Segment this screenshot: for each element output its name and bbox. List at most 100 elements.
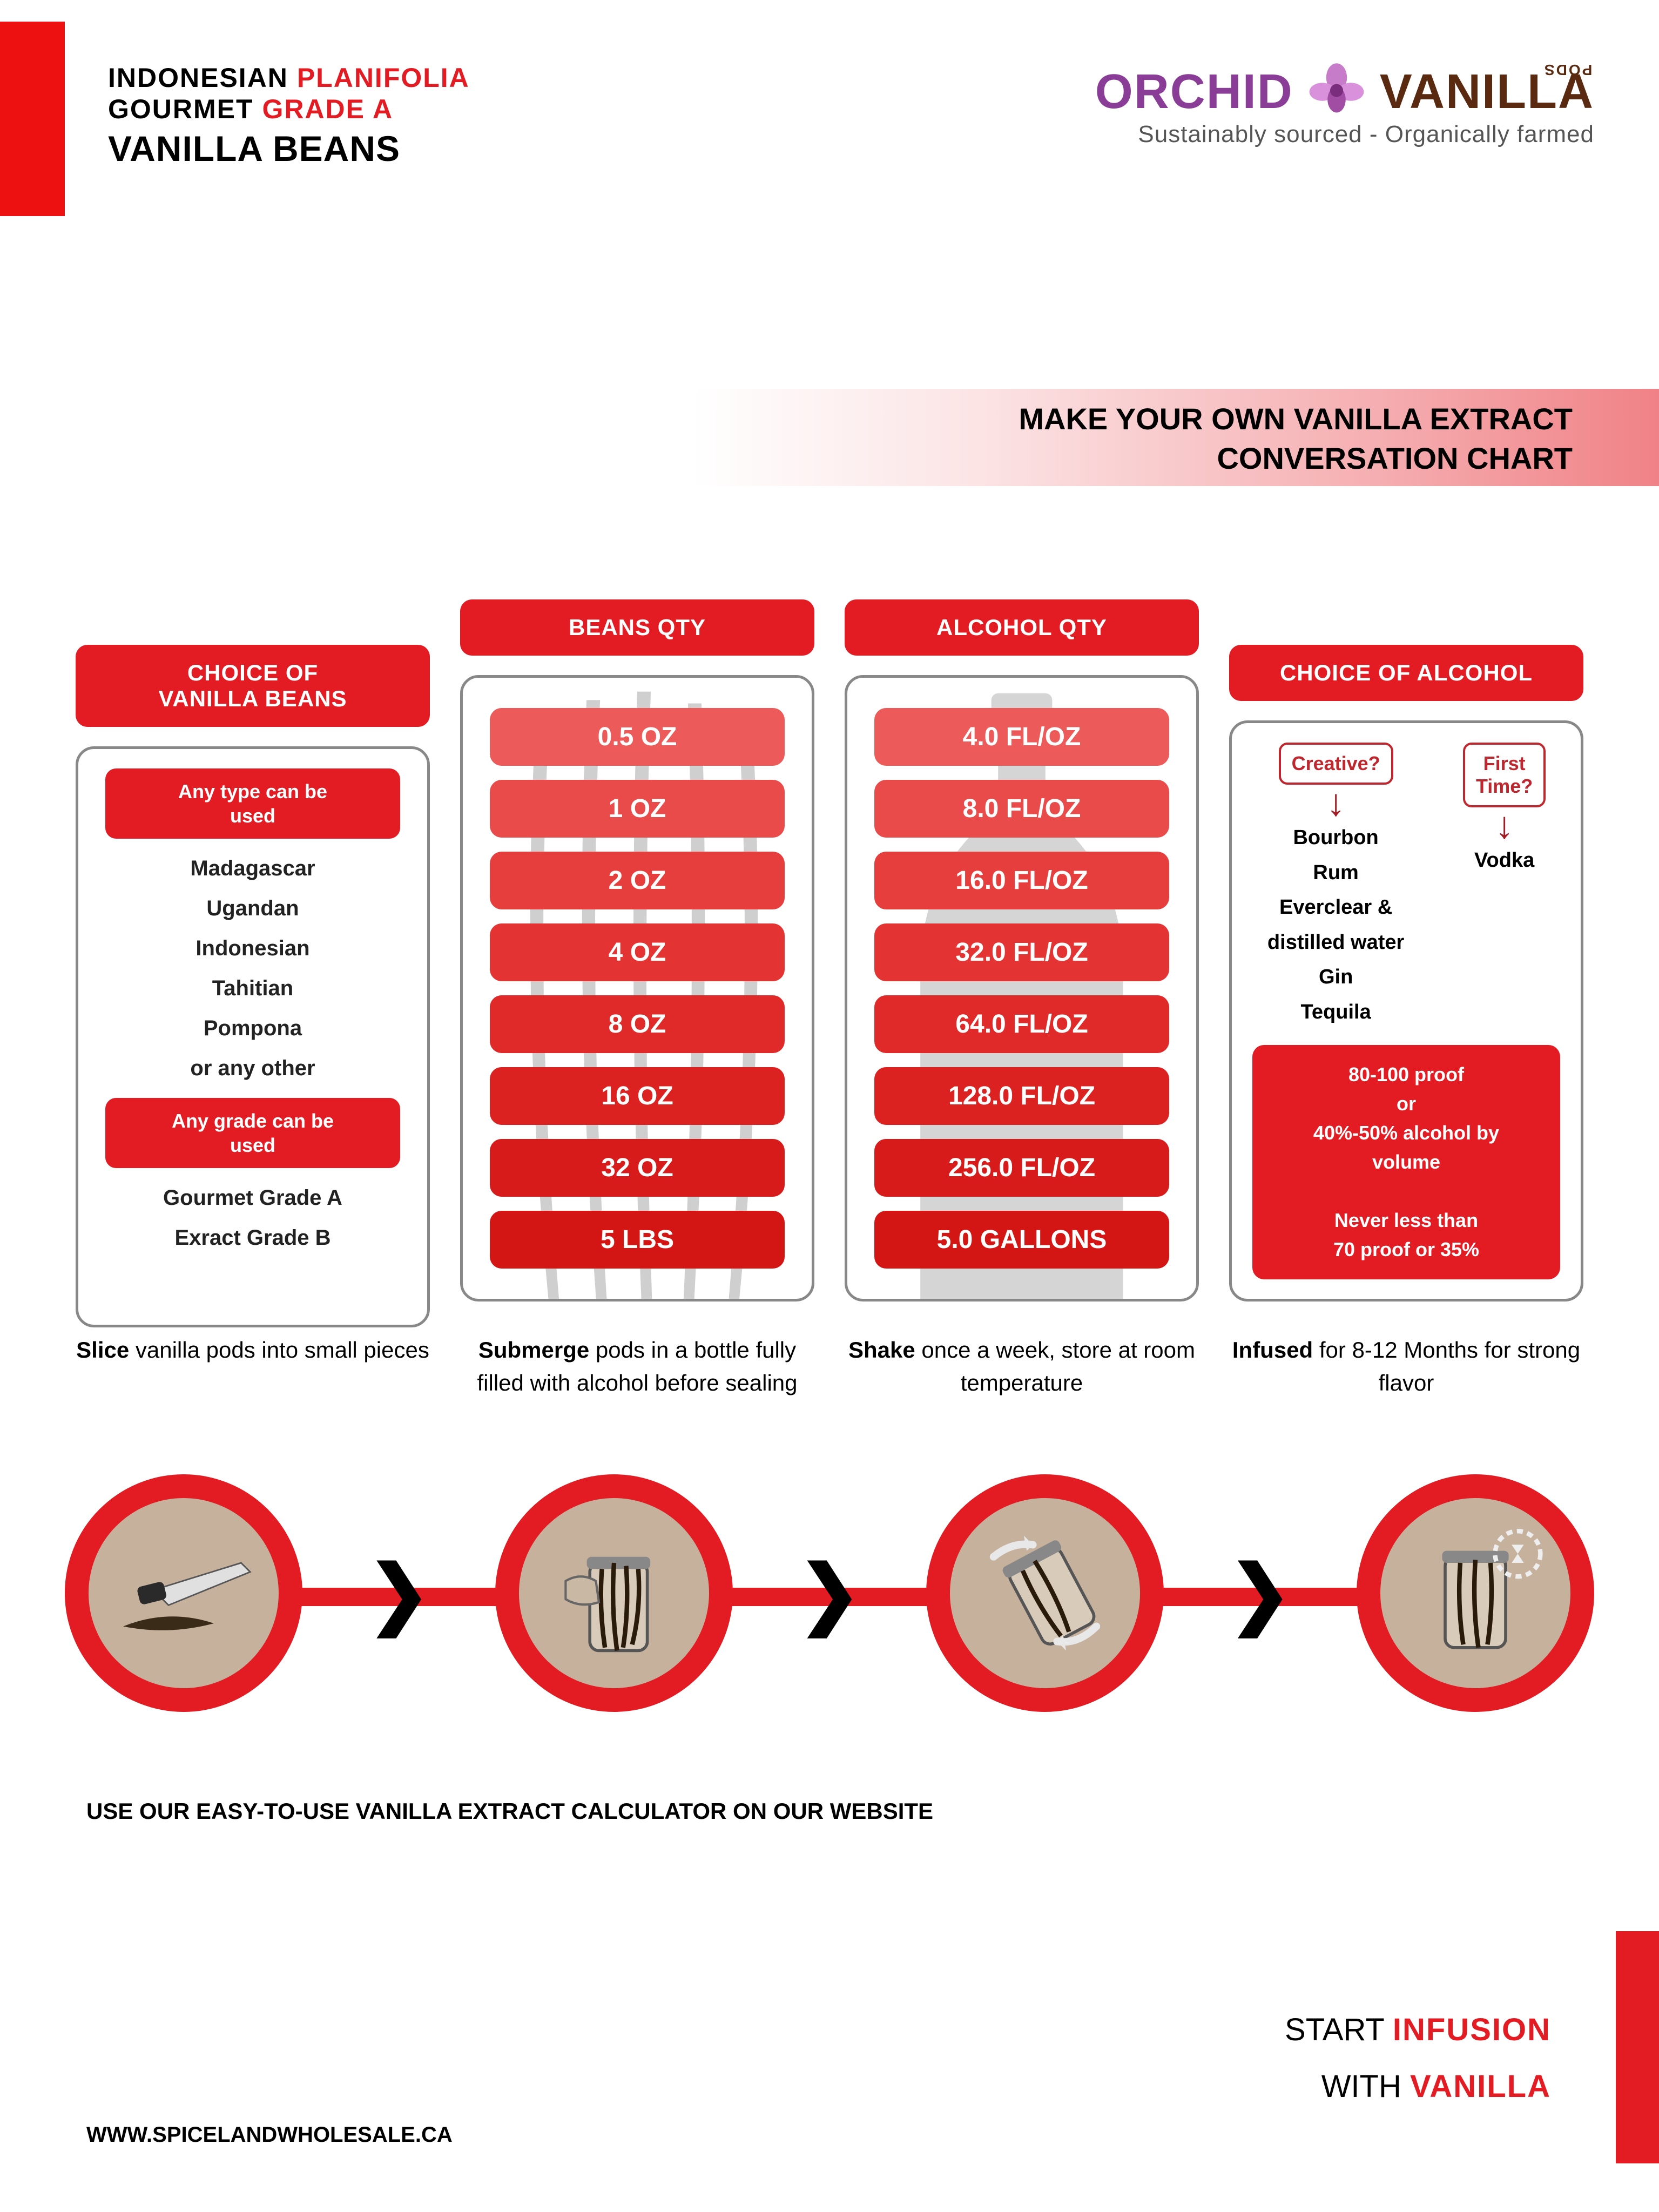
chart-title-bar: MAKE YOUR OWN VANILLA EXTRACT CONVERSATI… — [0, 389, 1659, 486]
arrow-down-icon: ↓ — [1326, 791, 1345, 814]
knife-pod-icon — [108, 1518, 259, 1669]
alc-pill-5: 128.0 FL/OZ — [874, 1067, 1169, 1125]
instr-2: Submerge pods in a bottle fully filled w… — [460, 1334, 814, 1400]
type-other: or any other — [190, 1048, 315, 1088]
step-shake — [926, 1474, 1164, 1712]
type-pompona: Pompona — [190, 1008, 315, 1048]
instr-3t: once a week, store at room temperature — [915, 1337, 1195, 1395]
step-infuse — [1357, 1474, 1594, 1712]
website-url: WWW.SPICELANDWHOLESALE.CA — [86, 2123, 453, 2147]
conversion-columns: CHOICE OF VANILLA BEANS Any type can be … — [76, 599, 1583, 1327]
orchid-flower-icon — [1304, 59, 1369, 124]
col-choice-beans: CHOICE OF VANILLA BEANS Any type can be … — [76, 599, 430, 1327]
chart-title: MAKE YOUR OWN VANILLA EXTRACT CONVERSATI… — [1019, 400, 1573, 478]
slogan-1b: INFUSION — [1393, 2012, 1551, 2047]
step-arrow-3: ❯ — [1229, 1549, 1292, 1637]
type-tahitian: Tahitian — [190, 968, 315, 1008]
slogan-2a: WITH — [1321, 2069, 1410, 2104]
creative-label: Creative? — [1279, 743, 1393, 785]
col-beans-qty: BEANS QTY 0.5 OZ 1 OZ 2 OZ 4 OZ 8 OZ 16 … — [460, 599, 814, 1327]
title-line1b: PLANIFOLIA — [297, 63, 470, 93]
alc-tequila: Tequila — [1267, 995, 1404, 1030]
col3-header: ALCOHOL QTY — [845, 599, 1199, 656]
beans-qty-pills: 0.5 OZ 1 OZ 2 OZ 4 OZ 8 OZ 16 OZ 32 OZ 5… — [477, 697, 798, 1269]
instr-1: Slice vanilla pods into small pieces — [76, 1334, 430, 1400]
instr-1t: vanilla pods into small pieces — [129, 1337, 429, 1363]
title-line2b: GRADE A — [262, 94, 393, 124]
step-circles: ❯ ❯ ❯ — [65, 1474, 1594, 1712]
instr-2b: Submerge — [478, 1337, 589, 1363]
beans-pill-3: 4 OZ — [490, 923, 785, 981]
alc-pill-2: 16.0 FL/OZ — [874, 852, 1169, 909]
slogan-1a: START — [1285, 2012, 1393, 2047]
logo-tagline: Sustainably sourced - Organically farmed — [1095, 121, 1594, 148]
firsttime-alc: Vodka — [1474, 843, 1534, 878]
title-line2a: GOURMET — [108, 94, 262, 124]
alc-pill-0: 4.0 FL/OZ — [874, 708, 1169, 766]
col2-box: 0.5 OZ 1 OZ 2 OZ 4 OZ 8 OZ 16 OZ 32 OZ 5… — [460, 675, 814, 1301]
product-title: INDONESIAN PLANIFOLIA GOURMET GRADE A VA… — [108, 62, 470, 169]
chart-title-l1: MAKE YOUR OWN VANILLA EXTRACT — [1019, 400, 1573, 439]
jar-shake-icon — [969, 1518, 1121, 1669]
beans-pill-2: 2 OZ — [490, 852, 785, 909]
step-submerge — [495, 1474, 733, 1712]
col4-box: Creative? ↓ Bourbon Rum Everclear & dist… — [1229, 720, 1583, 1301]
alc-everclear: Everclear & distilled water — [1267, 890, 1404, 960]
col2-header: BEANS QTY — [460, 599, 814, 656]
alc-pill-6: 256.0 FL/OZ — [874, 1139, 1169, 1197]
alc-pill-7: 5.0 GALLONS — [874, 1211, 1169, 1269]
jar-time-icon — [1400, 1518, 1551, 1669]
arrow-down-icon-2: ↓ — [1495, 814, 1514, 837]
calculator-note: USE OUR EASY-TO-USE VANILLA EXTRACT CALC… — [86, 1798, 933, 1824]
proof-requirements: 80-100 proof or 40%-50% alcohol by volum… — [1252, 1045, 1560, 1279]
beans-pill-6: 32 OZ — [490, 1139, 785, 1197]
chart-title-l2: CONVERSATION CHART — [1019, 439, 1573, 478]
instr-4t: for 8-12 Months for strong flavor — [1313, 1337, 1580, 1395]
col1-types: Madagascar Ugandan Indonesian Tahitian P… — [190, 848, 315, 1088]
instr-3b: Shake — [848, 1337, 915, 1363]
title-line3: VANILLA BEANS — [108, 128, 470, 169]
beans-pill-0: 0.5 OZ — [490, 708, 785, 766]
col3-box: 4.0 FL/OZ 8.0 FL/OZ 16.0 FL/OZ 32.0 FL/O… — [845, 675, 1199, 1301]
col1-header: CHOICE OF VANILLA BEANS — [76, 645, 430, 727]
accent-block-top — [0, 22, 65, 216]
logo-orchid-text: ORCHID — [1095, 64, 1293, 120]
firsttime-label: First Time? — [1463, 743, 1546, 807]
type-indonesian: Indonesian — [190, 928, 315, 968]
type-ugandan: Ugandan — [190, 888, 315, 928]
grade-b: Exract Grade B — [163, 1218, 342, 1258]
alc-rum: Rum — [1267, 855, 1404, 891]
beans-pill-4: 8 OZ — [490, 995, 785, 1053]
alc-pill-4: 64.0 FL/OZ — [874, 995, 1169, 1053]
col1-sub1: Any type can be used — [105, 768, 400, 839]
instr-1b: Slice — [76, 1337, 129, 1363]
creative-alc-list: Bourbon Rum Everclear & distilled water … — [1267, 820, 1404, 1030]
type-madagascar: Madagascar — [190, 848, 315, 888]
beans-pill-7: 5 LBS — [490, 1211, 785, 1269]
footer-slogan: START INFUSION WITH VANILLA — [1285, 2002, 1551, 2115]
title-line1a: INDONESIAN — [108, 63, 297, 93]
alc-pill-1: 8.0 FL/OZ — [874, 780, 1169, 838]
instruction-row: Slice vanilla pods into small pieces Sub… — [76, 1334, 1583, 1400]
alc-pill-3: 32.0 FL/OZ — [874, 923, 1169, 981]
step-arrow-1: ❯ — [367, 1549, 430, 1637]
alc-gin: Gin — [1267, 960, 1404, 995]
slogan-2b: VANILLA — [1410, 2069, 1551, 2104]
alcohol-choice-row: Creative? ↓ Bourbon Rum Everclear & dist… — [1246, 743, 1567, 1030]
beans-pill-5: 16 OZ — [490, 1067, 785, 1125]
alcohol-qty-pills: 4.0 FL/OZ 8.0 FL/OZ 16.0 FL/OZ 32.0 FL/O… — [861, 697, 1182, 1269]
grade-a: Gourmet Grade A — [163, 1178, 342, 1218]
logo-pods-text: PODS — [1543, 61, 1592, 78]
instr-3: Shake once a week, store at room tempera… — [845, 1334, 1199, 1400]
beans-pill-1: 1 OZ — [490, 780, 785, 838]
col-choice-alcohol: CHOICE OF ALCOHOL Creative? ↓ Bourbon Ru… — [1229, 599, 1583, 1327]
step-arrow-2: ❯ — [798, 1549, 861, 1637]
col1-sub2: Any grade can be used — [105, 1098, 400, 1168]
brand-logo: ORCHID VANILLA PODS Sustainably sourced … — [1095, 59, 1594, 148]
col1-grades: Gourmet Grade A Exract Grade B — [163, 1178, 342, 1258]
col4-header: CHOICE OF ALCOHOL — [1229, 645, 1583, 701]
instr-4b: Infused — [1232, 1337, 1313, 1363]
col1-box: Any type can be used Madagascar Ugandan … — [76, 746, 430, 1327]
accent-block-bottom — [1616, 1931, 1659, 2163]
logo-vanilla-text: VANILLA PODS — [1380, 64, 1594, 120]
